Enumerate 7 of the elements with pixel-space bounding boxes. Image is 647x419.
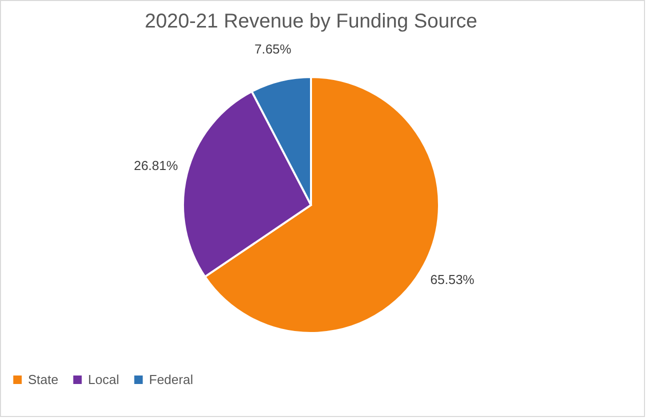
legend-label: Federal	[149, 372, 194, 387]
chart-title: 2020-21 Revenue by Funding Source	[144, 10, 478, 33]
data-label: 65.53%	[430, 272, 475, 288]
data-label: 26.81%	[134, 158, 178, 173]
legend-label: Local	[88, 372, 120, 387]
data-label: 7.65%	[254, 42, 292, 57]
legend-label: State	[28, 372, 58, 387]
